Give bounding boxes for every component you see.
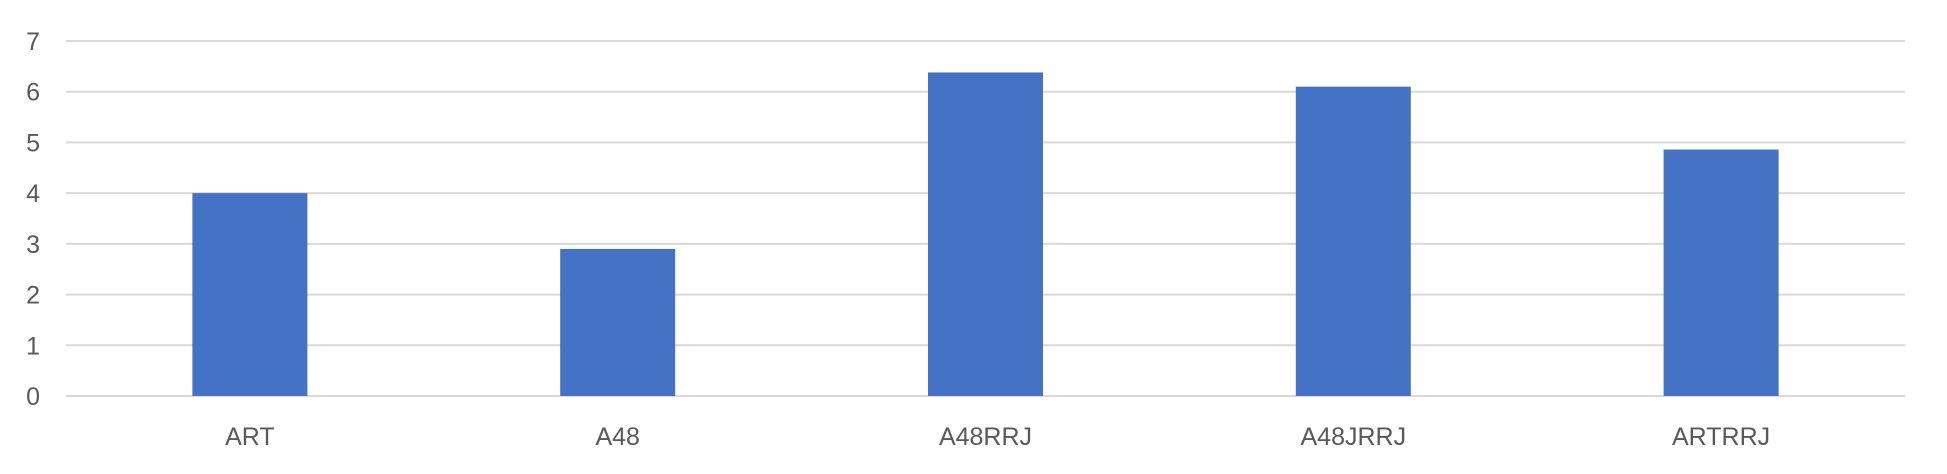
bar-artrrj (1663, 149, 1779, 396)
bars (192, 72, 1779, 397)
y-tick-label: 6 (26, 79, 40, 107)
x-category-label: ARTRRJ (1672, 423, 1770, 451)
bar-a48 (560, 248, 676, 396)
x-category-label: ART (225, 423, 275, 451)
y-tick-label: 2 (26, 282, 40, 310)
bar-art (192, 193, 308, 396)
y-tick-label: 0 (26, 383, 40, 411)
x-category-label: A48JRRJ (1301, 423, 1407, 451)
x-category-label: A48 (595, 423, 639, 451)
bar-a48rrj (928, 72, 1043, 396)
x-axis-category-labels: ART A48 A48RRJ A48JRRJ ARTRRJ (225, 423, 1770, 451)
y-tick-label: 4 (26, 180, 40, 208)
y-axis-tick-labels: 0 1 2 3 4 5 6 7 (26, 28, 40, 411)
y-tick-label: 1 (26, 332, 40, 360)
x-category-label: A48RRJ (939, 423, 1032, 451)
bar-a48jrrj (1295, 86, 1411, 397)
y-tick-label: 7 (26, 28, 40, 56)
y-tick-label: 5 (26, 129, 40, 157)
y-tick-label: 3 (26, 231, 40, 259)
